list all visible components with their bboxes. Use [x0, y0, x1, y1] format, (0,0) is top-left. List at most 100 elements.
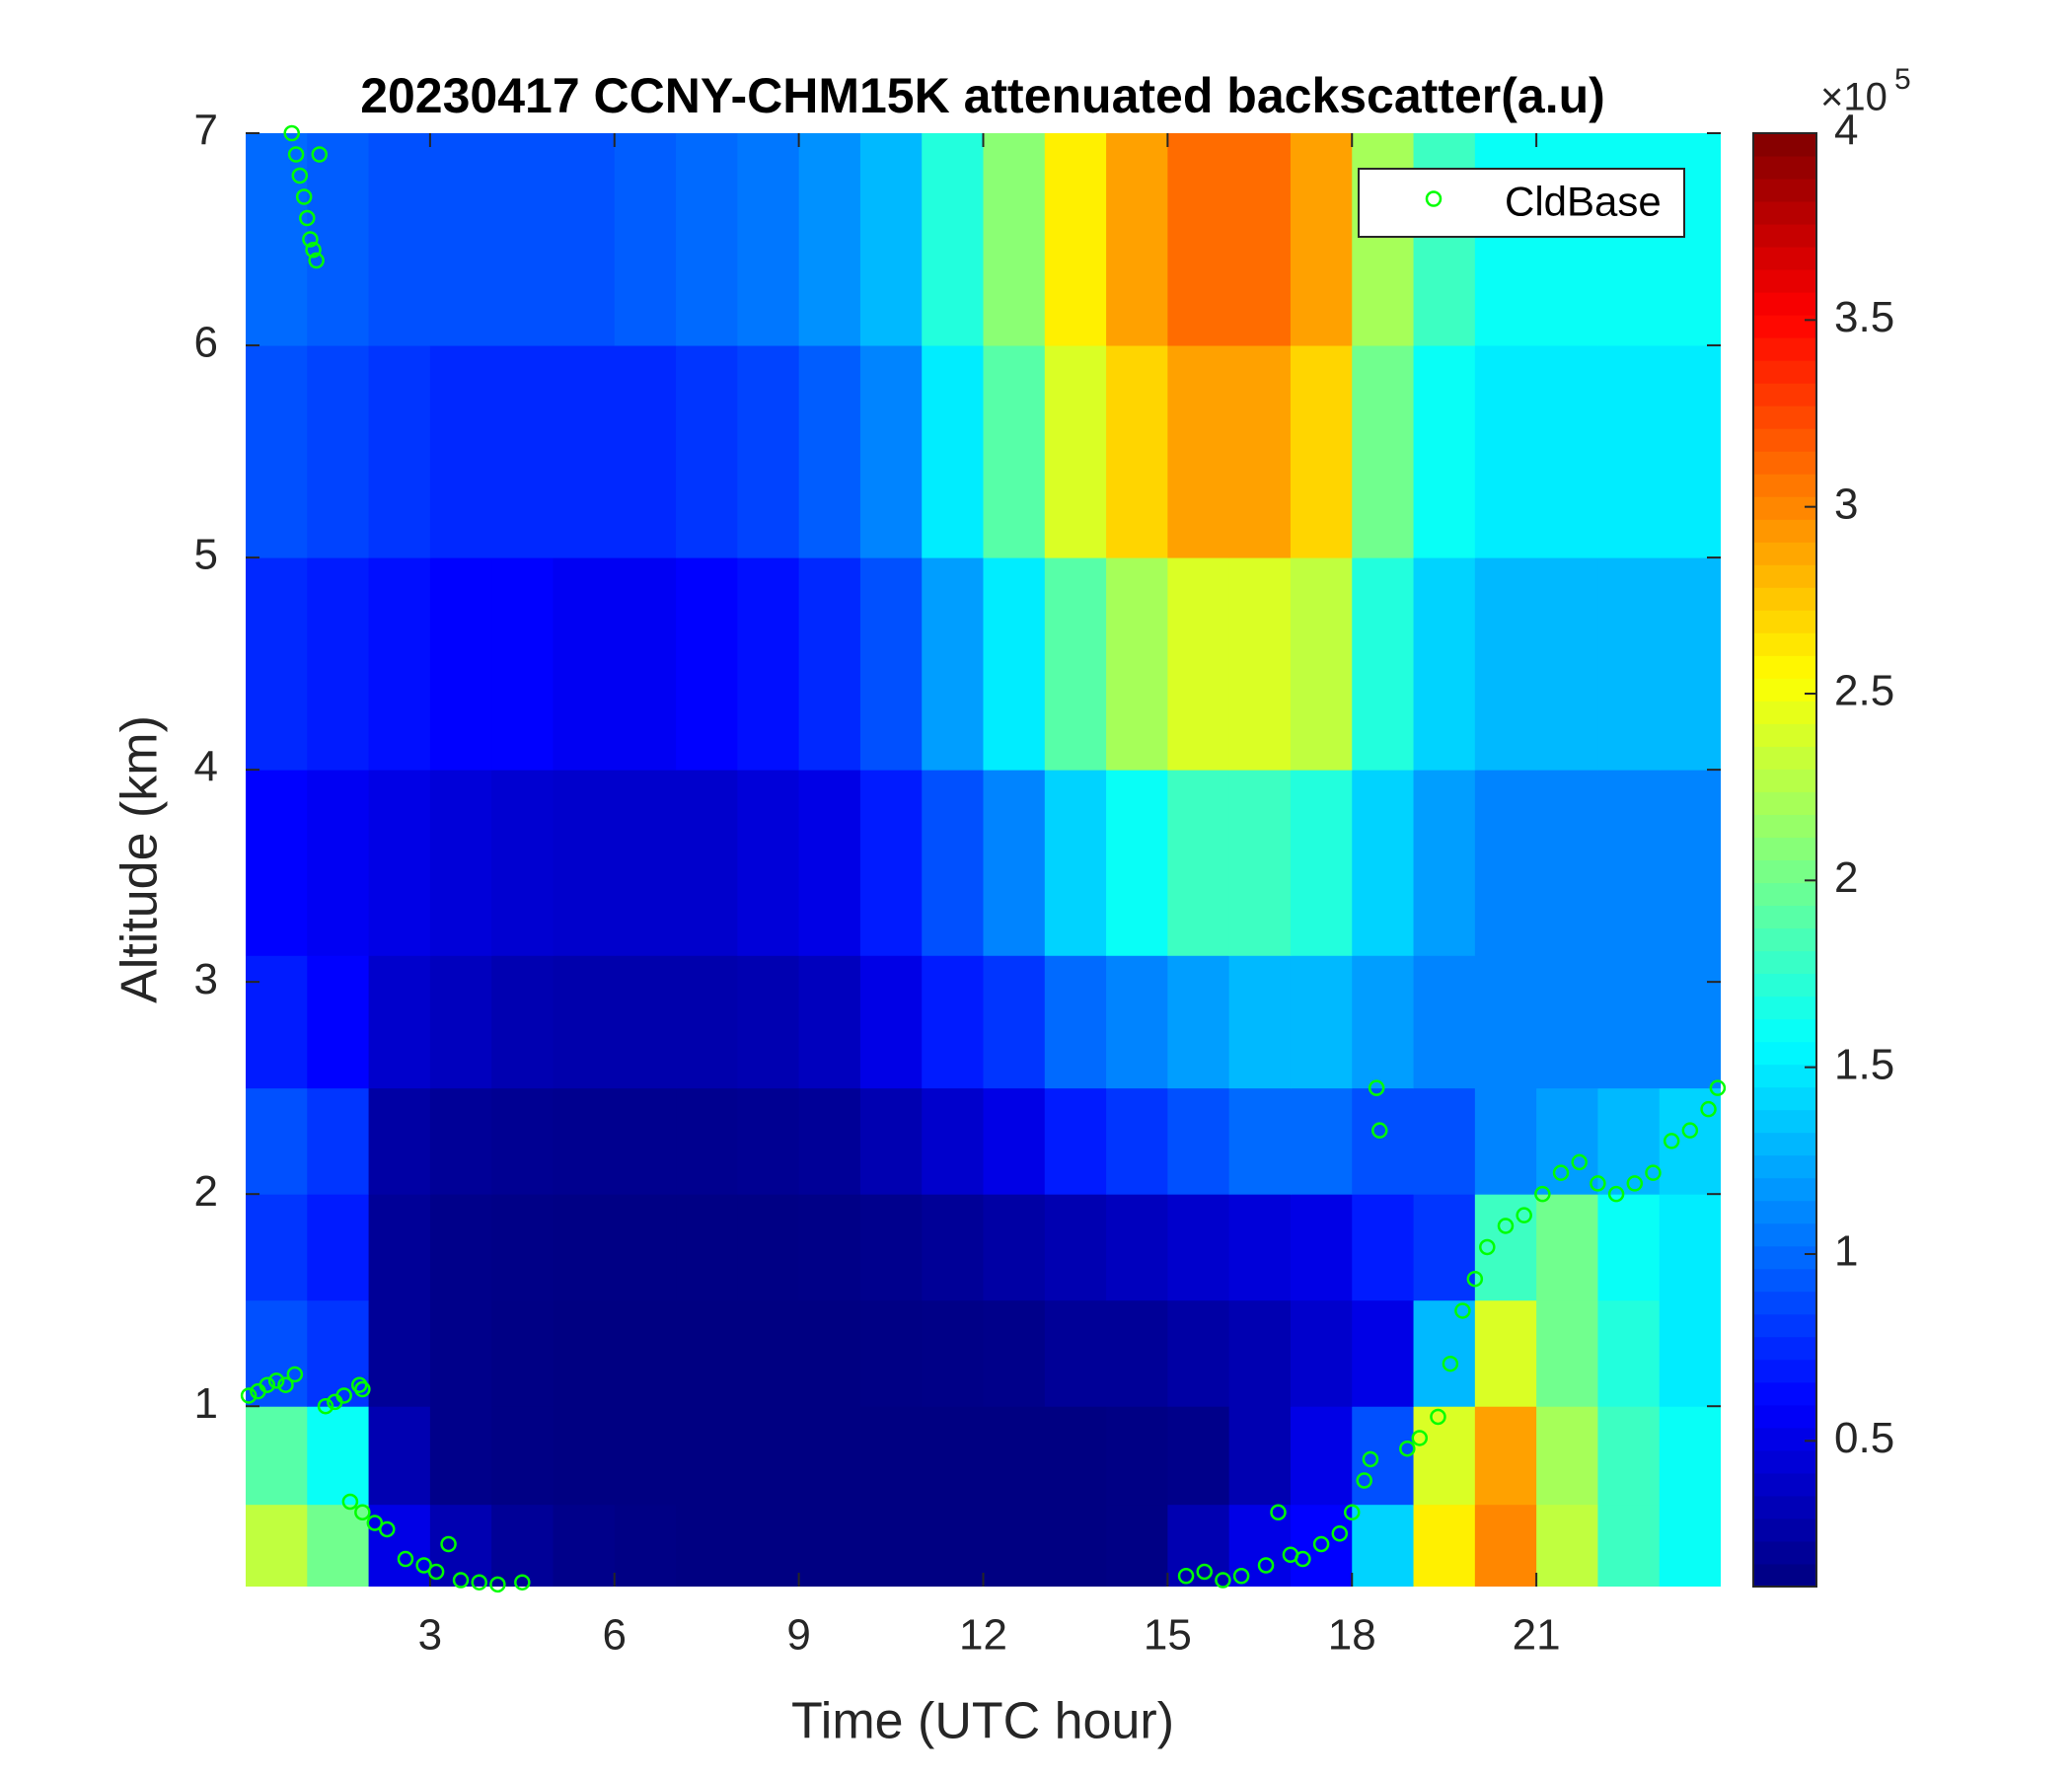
colorbar-step	[1753, 1336, 1816, 1361]
colorbar-step	[1753, 1517, 1816, 1542]
cloud-base-point	[311, 146, 328, 163]
y-tick-label: 6	[194, 319, 218, 367]
heatmap-cell	[1597, 1406, 1661, 1506]
heatmap-cell	[859, 557, 923, 771]
heatmap-cell	[1106, 1194, 1168, 1301]
heatmap-cell	[1228, 345, 1292, 558]
colorbar-step	[1753, 519, 1816, 543]
colorbar-step	[1753, 179, 1816, 202]
heatmap-cell	[1536, 1406, 1598, 1506]
heatmap-cell	[1413, 955, 1476, 1089]
heatmap-cell	[429, 557, 492, 771]
heatmap-cell	[1413, 1087, 1476, 1195]
heatmap-cell	[1290, 557, 1353, 771]
heatmap-cell	[676, 1299, 738, 1407]
cloud-base-point	[1196, 1563, 1213, 1581]
heatmap-cell	[429, 1406, 492, 1506]
heatmap-cell	[246, 1504, 308, 1587]
heatmap-cell	[859, 133, 923, 346]
heatmap-cell	[1044, 955, 1107, 1089]
y-tick-label: 7	[194, 107, 218, 155]
cloud-base-point	[1344, 1504, 1361, 1520]
heatmap-cell	[983, 1299, 1046, 1407]
cloud-base-point	[1371, 1122, 1388, 1139]
heatmap-cell	[737, 770, 800, 956]
cloud-base-point	[286, 1366, 304, 1383]
heatmap-cell	[1474, 1504, 1537, 1587]
colorbar-step	[1753, 564, 1816, 588]
heatmap-cell	[1536, 1299, 1598, 1407]
x-axis-label: Time (UTC hour)	[791, 1693, 1174, 1750]
colorbar-step	[1753, 1245, 1816, 1270]
heatmap-cell	[676, 1087, 738, 1195]
heatmap-cell	[1659, 770, 1721, 956]
colorbar-step	[1753, 1268, 1816, 1293]
heatmap-cell	[737, 1504, 800, 1587]
colorbar-step	[1753, 632, 1816, 656]
heatmap-cell	[491, 345, 554, 558]
heatmap-cell	[676, 1194, 738, 1301]
y-tick-label: 3	[194, 955, 218, 1003]
heatmap-cell	[1659, 1299, 1721, 1407]
heatmap-cell	[307, 955, 370, 1089]
colorbar-step	[1753, 474, 1816, 497]
heatmap-cell	[922, 1299, 984, 1407]
heatmap-cell	[1352, 770, 1415, 956]
heatmap-cell	[798, 1194, 861, 1301]
heatmap-cell	[1659, 1087, 1721, 1195]
colorbar-step	[1753, 701, 1816, 724]
cloud-base-point	[1479, 1238, 1496, 1256]
colorbar-step	[1753, 973, 1816, 998]
heatmap-cell	[676, 1406, 738, 1506]
colorbar-step	[1753, 1086, 1816, 1111]
colorbar-step	[1753, 1109, 1816, 1134]
heatmap-cell	[1352, 1194, 1415, 1301]
cloud-base-point	[1709, 1079, 1727, 1096]
heatmap-cell	[737, 1194, 800, 1301]
cloud-base-point	[1411, 1430, 1429, 1446]
colorbar-step	[1753, 496, 1816, 520]
cloud-base-point	[240, 1387, 258, 1404]
heatmap-cell	[1659, 1406, 1721, 1506]
heatmap-cell	[307, 1406, 370, 1506]
heatmap-cell	[922, 955, 984, 1089]
colorbar-step	[1753, 1200, 1816, 1224]
heatmap-cell	[246, 133, 308, 346]
cloud-base-point	[277, 1376, 294, 1393]
cloud-base-point	[1312, 1535, 1330, 1553]
heatmap-cell	[368, 345, 431, 558]
heatmap-cell	[1044, 1504, 1107, 1587]
colorbar-step	[1753, 406, 1816, 429]
colorbar-step	[1753, 1449, 1816, 1474]
colorbar-step	[1753, 1381, 1816, 1406]
heatmap-cell	[429, 345, 492, 558]
colorbar-step	[1753, 1313, 1816, 1338]
colorbar-step	[1753, 542, 1816, 565]
heatmap-cell	[922, 1406, 984, 1506]
cloud-base-point	[471, 1574, 487, 1591]
heatmap-cell	[1352, 955, 1415, 1089]
heatmap-cell	[1536, 1504, 1598, 1587]
heatmap-cell	[1474, 557, 1537, 771]
heatmap-cell	[983, 1504, 1046, 1587]
heatmap-cell	[491, 133, 554, 346]
cloud-base-point	[1571, 1153, 1588, 1171]
heatmap-cell	[798, 1299, 861, 1407]
heatmap-cell	[1228, 1194, 1292, 1301]
colorbar-step	[1753, 859, 1816, 884]
heatmap-cell	[1106, 1299, 1168, 1407]
heatmap-cell	[491, 1299, 554, 1407]
heatmap-cell	[553, 133, 616, 346]
heatmap-cell	[1290, 345, 1353, 558]
heatmap-cell	[1536, 1087, 1598, 1195]
cloud-base-point	[1454, 1302, 1471, 1319]
cloud-base-point	[1607, 1185, 1625, 1203]
cloud-base-point	[1552, 1164, 1570, 1181]
cloud-base-point	[514, 1574, 531, 1591]
legend-box	[1358, 168, 1685, 238]
heatmap-cell	[246, 345, 308, 558]
heatmap-cell	[1597, 770, 1661, 956]
heatmap-cell	[1352, 1504, 1415, 1587]
cloud-base-point	[1215, 1572, 1231, 1589]
heatmap-cell	[737, 345, 800, 558]
